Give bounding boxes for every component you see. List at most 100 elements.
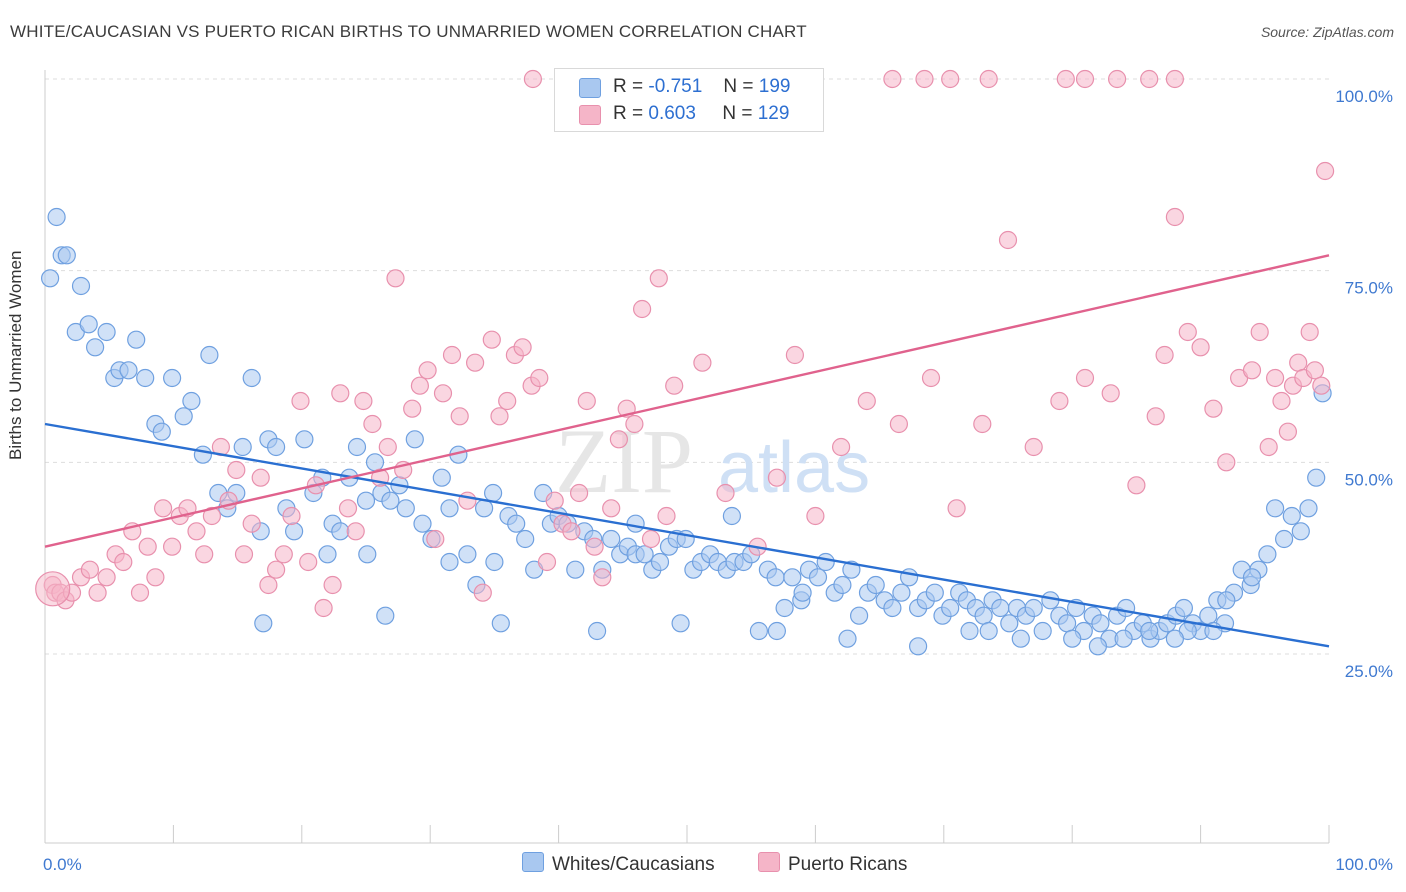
point-puerto-ricans xyxy=(482,330,501,349)
point-whites xyxy=(793,583,812,602)
point-puerto-ricans xyxy=(625,414,644,434)
point-whites xyxy=(440,499,459,518)
point-whites xyxy=(775,598,794,618)
y-tick-label: 50.0% xyxy=(1345,470,1393,489)
point-puerto-ricans xyxy=(1050,391,1069,411)
point-puerto-ricans xyxy=(545,491,564,510)
point-puerto-ricans xyxy=(1178,322,1197,342)
point-whites xyxy=(808,568,828,587)
point-puerto-ricans xyxy=(998,230,1018,250)
point-puerto-ricans xyxy=(562,522,581,541)
point-whites xyxy=(1165,629,1185,648)
point-whites xyxy=(475,499,494,518)
point-whites xyxy=(1274,529,1294,549)
point-puerto-ricans xyxy=(1204,399,1223,418)
r-value-puerto-ricans: 0.603 xyxy=(648,103,696,124)
point-puerto-ricans xyxy=(767,468,787,487)
legend-swatch-puerto-ricans xyxy=(579,105,601,125)
point-whites xyxy=(97,322,116,342)
point-puerto-ricans xyxy=(1312,376,1331,395)
point-puerto-ricans xyxy=(227,460,246,480)
point-puerto-ricans xyxy=(234,545,254,564)
correlation-legend: R = -0.751 N = 199 R = 0.603 N = 129 xyxy=(554,68,824,132)
point-puerto-ricans xyxy=(889,414,909,434)
point-puerto-ricans xyxy=(1155,345,1174,365)
point-whites xyxy=(783,568,802,587)
point-puerto-ricans xyxy=(498,391,517,411)
point-whites xyxy=(1011,629,1030,648)
point-puerto-ricans xyxy=(195,545,214,564)
point-puerto-ricans xyxy=(202,506,221,526)
point-whites xyxy=(285,522,304,541)
n-label-whites: N = xyxy=(723,76,754,97)
point-whites xyxy=(1063,629,1082,648)
point-whites xyxy=(40,269,60,288)
point-puerto-ricans xyxy=(363,414,382,434)
point-puerto-ricans xyxy=(513,338,532,357)
point-puerto-ricans xyxy=(1140,69,1159,89)
point-whites xyxy=(127,330,146,349)
point-puerto-ricans xyxy=(585,537,604,556)
point-whites xyxy=(1258,545,1277,564)
point-puerto-ricans xyxy=(941,69,960,89)
chart-title: WHITE/CAUCASIAN VS PUERTO RICAN BIRTHS T… xyxy=(10,22,807,41)
point-whites xyxy=(174,407,193,426)
point-whites xyxy=(650,552,670,572)
point-puerto-ricans xyxy=(1165,207,1185,227)
point-puerto-ricans xyxy=(267,560,286,579)
point-whites xyxy=(626,514,645,533)
point-puerto-ricans xyxy=(386,269,405,288)
point-whites xyxy=(749,621,769,641)
point-whites xyxy=(1114,629,1133,648)
point-puerto-ricans xyxy=(693,353,712,372)
point-whites xyxy=(849,606,869,625)
point-puerto-ricans xyxy=(1075,69,1095,89)
x-tick-label: 0.0% xyxy=(43,855,82,874)
r-value-whites: -0.751 xyxy=(648,76,703,97)
point-whites xyxy=(1265,499,1285,518)
point-puerto-ricans xyxy=(314,598,333,618)
point-whites xyxy=(767,621,787,641)
bottom-legend-whites: Whites/Caucasians xyxy=(522,852,715,876)
point-whites xyxy=(883,598,902,618)
point-whites xyxy=(254,614,273,633)
point-whites xyxy=(1174,598,1194,618)
point-puerto-ricans xyxy=(291,391,310,411)
point-whites xyxy=(866,575,885,595)
point-puerto-ricans xyxy=(716,483,735,503)
point-whites xyxy=(602,529,621,549)
trend-lines xyxy=(44,254,1330,648)
watermark-atlas: atlas xyxy=(718,428,870,508)
point-puerto-ricans xyxy=(632,299,652,319)
point-puerto-ricans xyxy=(831,437,851,457)
point-puerto-ricans xyxy=(1315,161,1335,181)
point-whites xyxy=(413,514,432,533)
point-puerto-ricans xyxy=(378,437,397,457)
point-whites xyxy=(833,575,852,595)
tick-labels: 25.0% 50.0% 75.0% 100.0% 0.0% 100.0% xyxy=(43,87,1393,874)
point-whites xyxy=(1088,637,1108,656)
point-puerto-ricans xyxy=(473,583,492,602)
r-label-whites: R = xyxy=(613,76,644,97)
point-puerto-ricans xyxy=(1305,361,1325,380)
point-puerto-ricans xyxy=(979,69,998,89)
point-puerto-ricans-cluster xyxy=(35,571,71,607)
point-puerto-ricans xyxy=(947,499,966,518)
point-puerto-ricans xyxy=(1146,407,1165,426)
point-puerto-ricans xyxy=(806,506,825,526)
point-whites xyxy=(899,568,919,587)
point-puerto-ricans xyxy=(577,391,596,411)
point-puerto-ricans xyxy=(346,522,365,541)
point-whites xyxy=(1217,591,1236,610)
point-puerto-ricans xyxy=(80,560,100,579)
point-puerto-ricans xyxy=(609,430,629,449)
point-puerto-ricans xyxy=(114,552,133,572)
point-whites xyxy=(152,422,171,441)
point-puerto-ricans xyxy=(418,361,437,380)
point-puerto-ricans xyxy=(259,575,278,595)
point-whites xyxy=(365,453,385,472)
y-tick-label: 25.0% xyxy=(1345,662,1393,681)
point-puerto-ricans xyxy=(921,368,941,388)
point-whites xyxy=(1024,598,1043,618)
